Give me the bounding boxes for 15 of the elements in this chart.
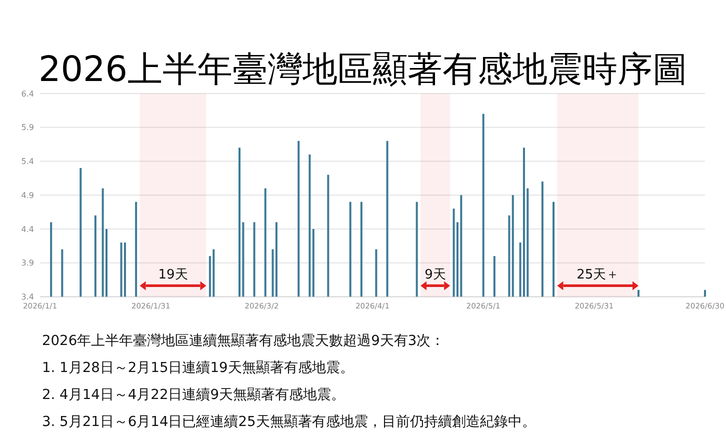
text: 2026年上半年臺灣地區連續無顯著有感地震天數超過9天有3次：: [42, 333, 445, 349]
y-tick-label: 3.9: [21, 258, 34, 268]
text: 1. 1月28日～2月15日連續19天無顯著有感地震。: [42, 360, 354, 376]
y-tick-label: 3.4: [21, 292, 34, 302]
y-tick-label: 4.4: [21, 224, 34, 234]
chart-title: 2026上半年臺灣地區顯著有感地震時序圖: [38, 50, 688, 90]
band-label: 19天: [158, 268, 188, 283]
text: 2. 4月14日～4月22日連續9天無顯著有感地震。: [42, 387, 345, 403]
y-tick-label: 6.4: [21, 89, 34, 98]
text: 3. 5月21日～6月14日已經連續25天無顯著有感地震，目前仍持續創造紀錄中。: [42, 414, 536, 430]
y-tick-label: 5.4: [21, 157, 34, 166]
band-label: 25天＋: [576, 268, 620, 283]
y-tick-label: 5.9: [21, 123, 34, 132]
y-tick-label: 4.9: [21, 190, 34, 200]
band-label: 9天: [424, 268, 446, 283]
